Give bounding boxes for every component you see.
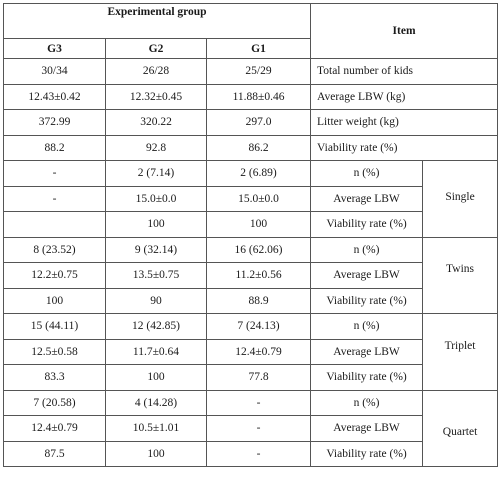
cell-g3: 100 (3, 287, 106, 314)
table-row: 100 100 Viability rate (%) (3, 211, 498, 238)
column-header-g3: G3 (3, 38, 106, 59)
cell-g3: 88.2 (3, 134, 106, 161)
cell-g2: 15.0±0.0 (105, 185, 207, 212)
row-item-label: Average LBW (310, 185, 424, 212)
cell-g2: 11.7±0.64 (105, 338, 207, 365)
table-row: 12.2±0.75 13.5±0.75 11.2±0.56 Average LB… (3, 262, 498, 289)
cell-g2: 10.5±1.01 (105, 415, 207, 442)
cell-g2: 100 (105, 364, 207, 391)
group-label-text: Triplet (444, 339, 476, 352)
cell-g1: 15.0±0.0 (205, 185, 312, 212)
group-label-twins: Twins (422, 236, 499, 314)
row-item-label: Viability rate (%) (310, 134, 499, 161)
cell-g1: 2 (6.89) (205, 160, 312, 187)
table-row: - 2 (7.14) 2 (6.89) n (%) Single (3, 160, 499, 238)
cell-g3: 12.2±0.75 (3, 262, 106, 289)
cell-g3: 87.5 (3, 440, 106, 467)
cell-g3: 12.43±0.42 (3, 83, 106, 110)
cell-g1: 297.0 (205, 109, 312, 136)
group-label-text: Twins (446, 263, 474, 276)
cell-g2: 100 (105, 211, 207, 238)
table-row: 8 (23.52) 9 (32.14) 16 (62.06) n (%) Twi… (3, 236, 499, 314)
cell-g3 (3, 211, 106, 238)
row-item-label: Viability rate (%) (310, 287, 424, 314)
row-item-label: Average LBW (310, 262, 424, 289)
row-item-label: n (%) (310, 236, 424, 263)
table-row: 12.5±0.58 11.7±0.64 12.4±0.79 Average LB… (3, 338, 498, 365)
group-label-quartet: Quartet (422, 389, 499, 467)
cell-g1: - (205, 415, 312, 442)
cell-g1: 12.4±0.79 (205, 338, 312, 365)
cell-g3: 30/34 (3, 58, 106, 85)
cell-g2: 13.5±0.75 (105, 262, 207, 289)
cell-g3: 12.4±0.79 (3, 415, 106, 442)
item-header: Item (310, 3, 499, 59)
table-row: - 15.0±0.0 15.0±0.0 Average LBW (3, 185, 498, 212)
cell-g2: 4 (14.28) (105, 389, 207, 416)
data-table-frame: Experimental group Item G3 G2 G1 30/34 2… (2, 3, 499, 480)
column-header-g2: G2 (105, 38, 207, 59)
cell-g1: - (205, 440, 312, 467)
table-row: 15 (44.11) 12 (42.85) 7 (24.13) n (%) Tr… (3, 313, 499, 391)
table-row: 88.2 92.8 86.2 Viability rate (%) (3, 134, 499, 161)
cell-g1: 25/29 (205, 58, 312, 85)
cell-g1: 88.9 (205, 287, 312, 314)
cell-g2: 2 (7.14) (105, 160, 207, 187)
cell-g1: 11.2±0.56 (205, 262, 312, 289)
header-row-columns: G3 G2 G1 (3, 38, 498, 59)
cell-g2: 320.22 (105, 109, 207, 136)
row-item-label: n (%) (310, 160, 424, 187)
group-label-triplet: Triplet (422, 313, 499, 391)
row-item-label: Average LBW (310, 338, 424, 365)
cell-g1: 7 (24.13) (205, 313, 312, 340)
cell-g3: 372.99 (3, 109, 106, 136)
table-row: 12.4±0.79 10.5±1.01 - Average LBW (3, 415, 498, 442)
cell-g3: 8 (23.52) (3, 236, 106, 263)
cell-g3: 15 (44.11) (3, 313, 106, 340)
cell-g2: 12.32±0.45 (105, 83, 207, 110)
row-item-label: Litter weight (kg) (310, 109, 499, 136)
litter-data-table: Experimental group Item G3 G2 G1 30/34 2… (2, 3, 499, 467)
row-item-label: n (%) (310, 313, 424, 340)
cell-g3: 7 (20.58) (3, 389, 106, 416)
row-item-label: Viability rate (%) (310, 211, 424, 238)
cell-g2: 92.8 (105, 134, 207, 161)
cell-g1: 16 (62.06) (205, 236, 312, 263)
table-row: 7 (20.58) 4 (14.28) - n (%) Quartet (3, 389, 499, 467)
group-label-text: Quartet (442, 426, 478, 439)
row-item-label: Viability rate (%) (310, 364, 424, 391)
row-item-label: Average LBW (310, 415, 424, 442)
table-row: 87.5 100 - Viability rate (%) (3, 440, 498, 467)
cell-g3: 12.5±0.58 (3, 338, 106, 365)
row-item-label: Viability rate (%) (310, 440, 424, 467)
cell-g1: 77.8 (205, 364, 312, 391)
cell-g2: 9 (32.14) (105, 236, 207, 263)
group-label-single: Single (422, 160, 499, 238)
row-item-label: n (%) (310, 389, 424, 416)
cell-g1: 11.88±0.46 (205, 83, 312, 110)
experimental-group-header: Experimental group (2, 3, 312, 39)
cell-g2: 26/28 (105, 58, 207, 85)
group-label-text: Single (445, 190, 475, 203)
table-row: 30/34 26/28 25/29 Total number of kids (3, 58, 499, 85)
cell-g3: - (3, 160, 106, 187)
cell-g2: 100 (105, 440, 207, 467)
row-item-label: Total number of kids (310, 58, 499, 85)
cell-g2: 12 (42.85) (105, 313, 207, 340)
cell-g1: 100 (205, 211, 312, 238)
cell-g1: 86.2 (205, 134, 312, 161)
cell-g3: - (3, 185, 106, 212)
cell-g3: 83.3 (3, 364, 106, 391)
cell-g1: - (205, 389, 312, 416)
table-row: 372.99 320.22 297.0 Litter weight (kg) (3, 109, 499, 136)
cell-g2: 90 (105, 287, 207, 314)
column-header-g1: G1 (205, 38, 312, 59)
header-row-top: Experimental group Item (2, 3, 499, 59)
row-item-label: Average LBW (kg) (310, 83, 499, 110)
table-row: 12.43±0.42 12.32±0.45 11.88±0.46 Average… (3, 83, 499, 110)
table-row: 100 90 88.9 Viability rate (%) (3, 287, 498, 314)
